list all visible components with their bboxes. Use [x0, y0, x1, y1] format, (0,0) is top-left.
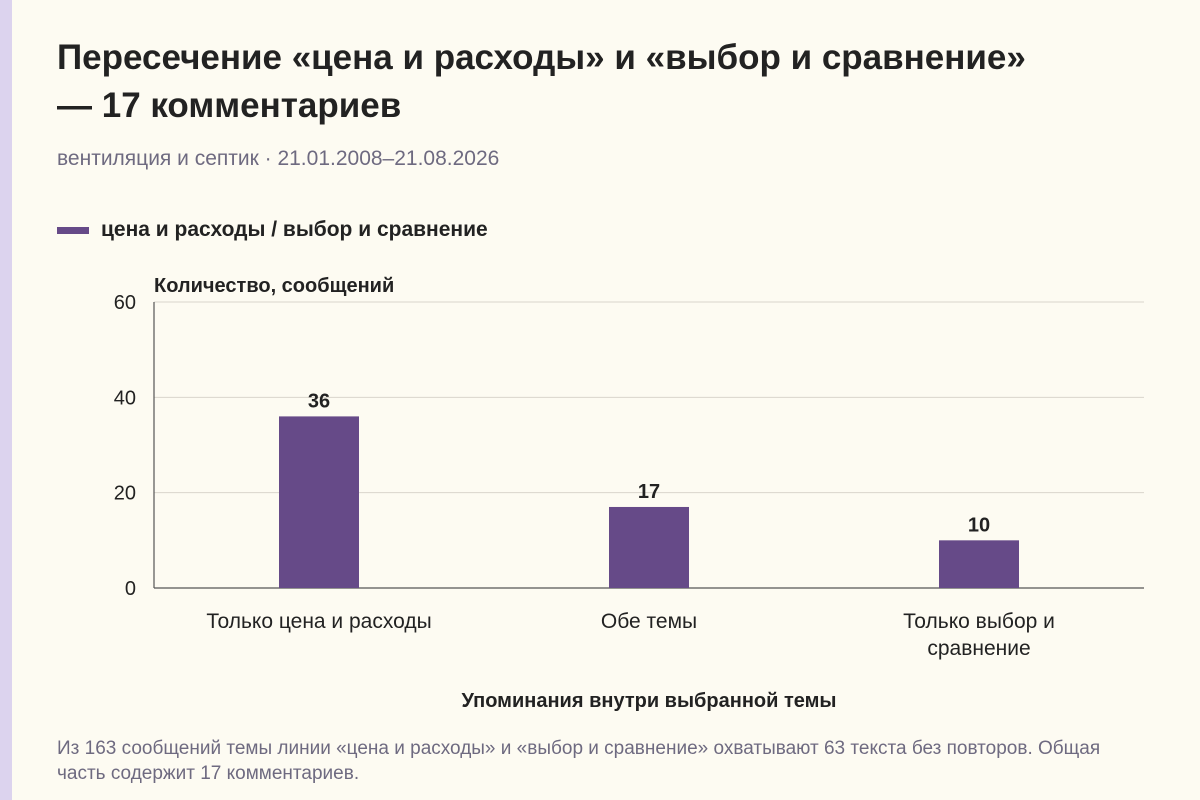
- chart-subtitle: вентиляция и септик · 21.01.2008–21.08.2…: [57, 147, 500, 170]
- legend-label: цена и расходы / выбор и сравнение: [101, 218, 488, 241]
- x-tick-label: Обе темы: [601, 610, 697, 633]
- y-axis-title: Количество, сообщений: [154, 275, 394, 297]
- y-tick-label: 20: [114, 483, 136, 505]
- x-axis-ticks: Только цена и расходы Обе темы Только выбо…: [206, 610, 1055, 660]
- x-tick-label: сравнение: [927, 637, 1030, 660]
- bar-value-label: 36: [308, 390, 330, 412]
- footnote: Из 163 сообщений темы линии «цена и расх…: [57, 738, 1101, 784]
- x-tick-label: Только цена и расходы: [206, 610, 431, 633]
- x-axis-title: Упоминания внутри выбранной темы: [461, 690, 836, 712]
- value-labels: 36 17 10: [308, 390, 990, 536]
- bar: [279, 416, 359, 588]
- legend: цена и расходы / выбор и сравнение: [57, 218, 488, 242]
- y-tick-label: 0: [125, 578, 136, 600]
- bars: [279, 416, 1019, 588]
- bar: [939, 540, 1019, 588]
- x-tick-label: Только выбор и: [903, 610, 1055, 633]
- y-axis-ticks: 0 20 40 60: [114, 292, 136, 600]
- y-tick-label: 40: [114, 387, 136, 409]
- legend-swatch: [57, 226, 89, 234]
- y-tick-label: 60: [114, 292, 136, 314]
- bar-value-label: 17: [638, 481, 660, 503]
- bar-value-label: 10: [968, 514, 990, 536]
- accent-strip: [0, 0, 12, 800]
- chart-title: Пересечение «цена и расходы» и «выбор и …: [57, 38, 1026, 125]
- bar: [609, 506, 689, 588]
